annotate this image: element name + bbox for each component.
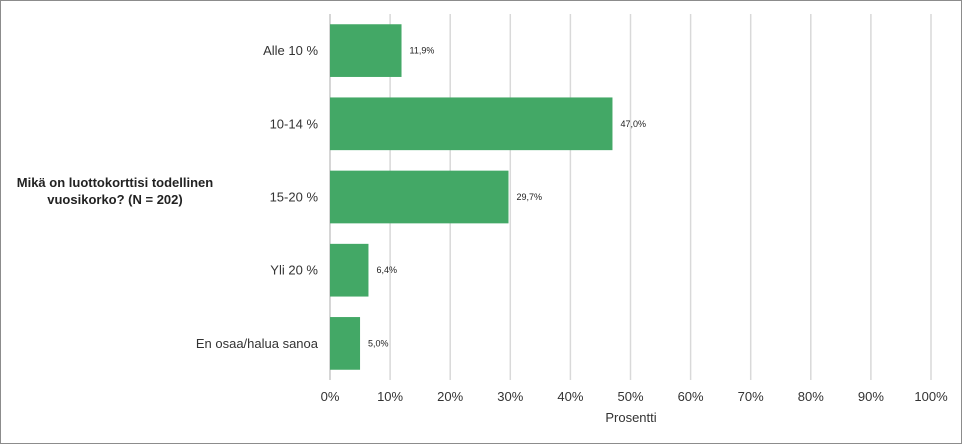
data-label: 5,0% xyxy=(368,338,389,348)
bar xyxy=(330,317,361,370)
category-label: 10-14 % xyxy=(270,116,319,131)
bar xyxy=(330,243,369,297)
x-tick-labels: 0% 10% 20% 30% 40% 50% 60% 70% 80% 90% 100% xyxy=(321,389,948,404)
category-label: En osaa/halua sanoa xyxy=(196,336,319,351)
category-label: Alle 10 % xyxy=(263,43,318,58)
x-tick-label: 100% xyxy=(914,389,948,404)
data-labels: 11,9% 47,0% 29,7% 6,4% 5,0% xyxy=(368,46,646,349)
y-axis-title: Mikä on luottokorttisi todellinen vuosik… xyxy=(16,175,214,207)
category-label: Yli 20 % xyxy=(270,263,318,278)
x-tick-label: 60% xyxy=(678,389,704,404)
x-tick-label: 50% xyxy=(617,389,643,404)
x-tick-label: 80% xyxy=(798,389,824,404)
data-label: 6,4% xyxy=(376,265,397,275)
bars xyxy=(330,24,613,370)
x-tick-label: 30% xyxy=(497,389,523,404)
data-label: 11,9% xyxy=(410,46,435,56)
x-tick-label: 40% xyxy=(557,389,583,404)
x-tick-label: 0% xyxy=(321,389,340,404)
bar xyxy=(330,24,402,77)
x-tick-label: 70% xyxy=(738,389,764,404)
x-axis-title: Prosentti xyxy=(605,410,656,425)
data-label: 47,0% xyxy=(620,119,646,129)
bar xyxy=(330,170,509,224)
bar xyxy=(330,97,613,151)
x-tick-label: 10% xyxy=(377,389,403,404)
data-label: 29,7% xyxy=(516,192,542,202)
category-labels: Alle 10 % 10-14 % 15-20 % Yli 20 % En osaa/h… xyxy=(196,43,319,351)
x-tick-label: 20% xyxy=(437,389,463,404)
category-label: 15-20 % xyxy=(270,190,319,205)
x-tick-label: 90% xyxy=(858,389,884,404)
